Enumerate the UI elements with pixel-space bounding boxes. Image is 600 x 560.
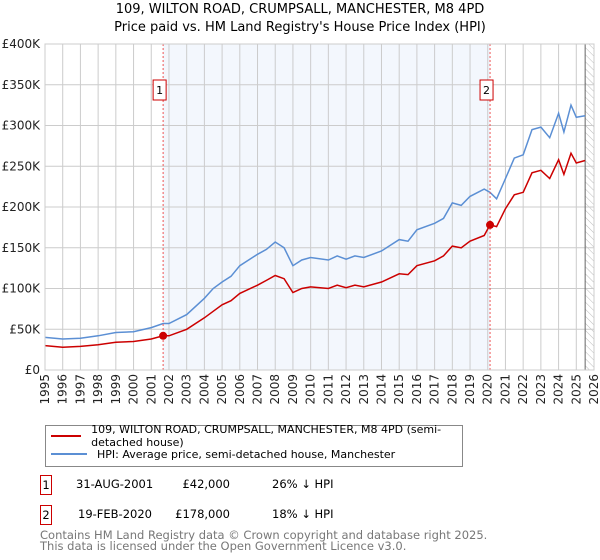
x-tick-label: 2023 [534,374,548,405]
plot-border [44,43,595,371]
y-tick-label: £0 [25,363,40,377]
x-tick-label: 2005 [215,374,229,405]
chart-title: 109, WILTON ROAD, CRUMPSALL, MANCHESTER,… [115,2,485,17]
x-tick-label: 2013 [357,374,371,405]
legend-swatch-hpi [51,453,87,455]
transaction-hpi-diff: 18% ↓ HPI [272,507,334,521]
footer: Contains HM Land Registry data © Crown c… [40,528,488,553]
x-tick-label: 2020 [481,374,495,405]
footer-licence: This data is licensed under the Open Gov… [40,539,407,553]
legend-item-property: 109, WILTON ROAD, CRUMPSALL, MANCHESTER,… [46,423,462,449]
x-tick-label: 2017 [428,374,442,405]
x-tick-label: 2019 [463,374,477,405]
transaction-hpi-diff: 26% ↓ HPI [272,477,334,491]
y-tick-label: £200K [2,200,42,214]
x-tick-label: 1996 [56,374,70,405]
y-tick-label: £100K [2,282,42,296]
sale-point [486,220,495,229]
x-tick-label: 2011 [321,374,335,405]
transaction-marker: 1 [40,475,52,495]
transaction-date: 19-FEB-2020 [78,507,152,521]
transaction-price: £42,000 [182,477,230,491]
x-tick-label: 2008 [268,374,282,405]
property-price-line [44,151,586,348]
x-tick-label: 2003 [180,374,194,405]
transaction-price: £178,000 [175,507,230,521]
sale-marker-box [479,79,494,101]
x-tick-label: 2001 [144,374,158,405]
price-chart: 1995 1996 1997 1998 1999 2000 2001 2002 2003 2004… [2,37,600,405]
sale-marker-box [152,79,167,101]
sale-point [159,331,168,340]
x-tick-label: 2021 [498,374,512,405]
x-tick-label: 2025 [569,374,583,405]
x-tick-label: 1997 [73,374,87,405]
x-tick-label: 2012 [339,374,353,405]
x-tick-label: 2018 [445,374,459,405]
y-tick-label: £50K [9,322,41,336]
x-tick-label: 2010 [304,374,318,405]
hpi-line [44,102,586,340]
sale-marker-label: 2 [483,84,490,97]
x-tick-label: 1995 [38,374,52,405]
y-tick-label: £150K [2,241,42,255]
x-tick-label: 2007 [251,374,265,405]
x-tick-label: 2009 [286,374,300,405]
x-tick-label: 2022 [516,374,530,405]
transaction-marker: 2 [40,505,52,525]
x-tick-label: 2006 [233,374,247,405]
legend-swatch-property [51,435,82,437]
x-tick-label: 2024 [552,374,566,405]
transaction-date: 31-AUG-2001 [76,477,154,491]
x-tick-label: 2002 [162,374,176,405]
sale-marker-label: 1 [156,84,163,97]
x-tick-label: 2015 [392,374,406,405]
chart-subtitle: Price paid vs. HM Land Registry's House … [114,20,486,35]
y-tick-label: £400K [2,37,42,51]
x-tick-label: 1999 [109,374,123,405]
x-tick-label: 2000 [127,374,141,405]
x-tick-label: 2016 [410,374,424,405]
x-tick-label: 2026 [587,374,600,405]
y-tick-label: £350K [2,78,42,92]
x-tick-label: 2014 [374,374,388,405]
y-tick-label: £300K [2,119,42,133]
legend-label-property: 109, WILTON ROAD, CRUMPSALL, MANCHESTER,… [91,423,442,449]
legend-item-hpi: HPI: Average price, semi-detached house,… [46,446,395,462]
x-tick-label: 2004 [197,374,211,405]
x-tick-label: 1998 [91,374,105,405]
legend-label-hpi: HPI: Average price, semi-detached house,… [97,447,396,461]
y-tick-label: £250K [2,159,42,173]
footer-copyright: Contains HM Land Registry data © Crown c… [40,528,488,542]
legend: 109, WILTON ROAD, CRUMPSALL, MANCHESTER,… [45,423,463,467]
